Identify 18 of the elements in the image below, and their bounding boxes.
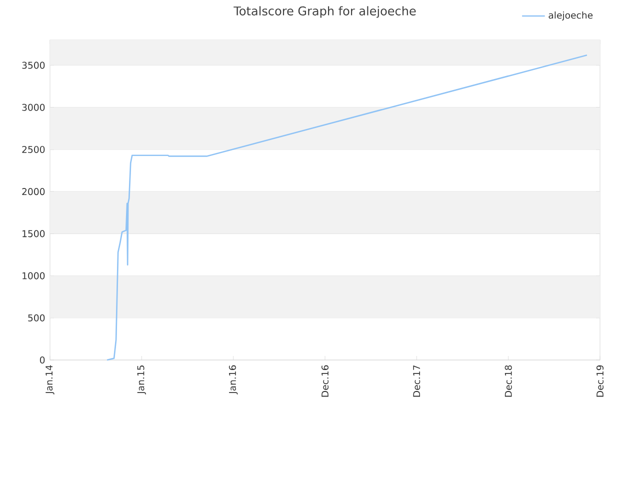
y-tick-label: 3500 [22,62,45,69]
x-tick-label: Jan.14 [46,365,54,394]
y-tick-label: 1500 [22,230,45,238]
legend-label: alejoeche [548,11,593,20]
x-tick-label: Dec.18 [504,365,512,397]
x-tick-label: Dec.17 [413,366,420,397]
x-tick-label: Jan.16 [228,365,238,394]
x-tick-label: Jan.15 [137,366,146,394]
chart-title: Totalscore Graph for alejoeche [234,6,416,18]
y-tick-label: 0 [40,356,45,364]
y-tick-label: 2500 [22,146,45,153]
y-tick-label: 500 [28,314,45,322]
y-tick-label: 3000 [22,104,45,111]
y-tick-label: 2000 [22,188,45,196]
y-tick-label: 1000 [22,272,45,280]
x-tick-label: Dec.16 [321,365,329,397]
x-tick-label: Dec.19 [596,365,604,397]
line-series [106,54,588,361]
